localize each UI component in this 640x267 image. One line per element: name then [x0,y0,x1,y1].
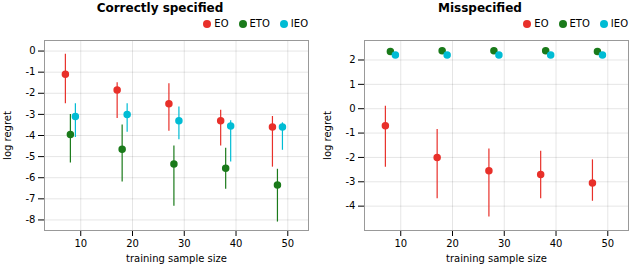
svg-text:-3: -3 [26,109,36,120]
svg-text:log regret: log regret [322,111,333,160]
html-text:Correctly specified: Correctly specified [96,1,224,15]
svg-text:2: 2 [349,54,355,65]
svg-text:20: 20 [446,238,459,249]
svg-text:1: 1 [349,79,355,90]
svg-text:50: 50 [281,238,294,249]
svg-text:-4: -4 [346,200,356,211]
svg-text:40: 40 [230,238,243,249]
svg-text:-2: -2 [26,87,36,98]
html-text:Misspecified: Misspecified [438,1,522,15]
html-text:IEO: IEO [290,18,308,29]
html-text:IEO: IEO [610,18,628,29]
svg-text:-8: -8 [26,214,36,225]
svg-text:-7: -7 [26,193,36,204]
svg-text:0: 0 [349,103,355,114]
svg-text:30: 30 [178,238,191,249]
svg-text:-6: -6 [26,172,36,183]
html-text:ETO: ETO [569,18,590,29]
svg-text:20: 20 [126,238,139,249]
svg-text:-2: -2 [346,152,356,163]
svg-text:-3: -3 [346,176,356,187]
svg-text:-5: -5 [26,151,36,162]
svg-text:0: 0 [29,45,35,56]
svg-text:-1: -1 [346,127,356,138]
svg-text:training sample size: training sample size [446,253,547,264]
svg-text:40: 40 [550,238,563,249]
svg-text:30: 30 [498,238,511,249]
svg-text:10: 10 [74,238,87,249]
html-text:EO: EO [214,18,229,29]
svg-text:50: 50 [601,238,614,249]
svg-text:training sample size: training sample size [126,253,227,264]
svg-text:log regret: log regret [2,111,13,160]
svg-text:-1: -1 [26,66,36,77]
html-text:EO: EO [534,18,549,29]
svg-text:10: 10 [394,238,407,249]
html-text:ETO: ETO [249,18,270,29]
svg-text:-4: -4 [26,130,36,141]
